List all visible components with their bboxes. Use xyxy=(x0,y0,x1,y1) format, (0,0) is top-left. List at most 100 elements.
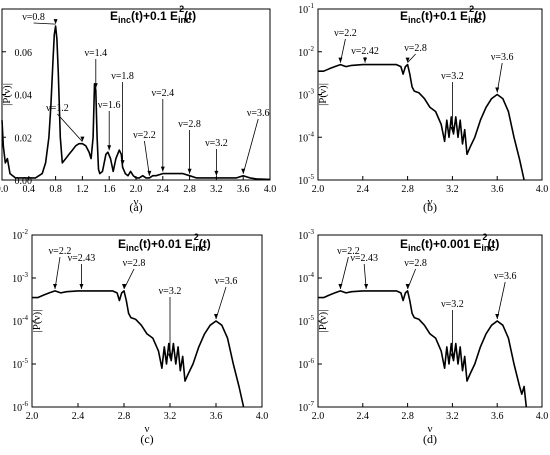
y-tick-label: 10-5 xyxy=(12,357,28,371)
annotation-label: ν=1.4 xyxy=(84,48,107,59)
panel-caption: (d) xyxy=(423,432,437,446)
annotation-arrowhead xyxy=(338,57,343,63)
annotation-arrowhead xyxy=(53,283,57,289)
panel-c: 2.0 2.4 2.8 3.2 3.6 4.0 10-2 10-3 10-4 10-5 10-6 ν=… xyxy=(12,228,268,446)
chart-title: Einc(t)+0.01 Einc2(t) xyxy=(118,232,211,253)
annotation-label: ν=3.2 xyxy=(441,299,464,310)
y-tick-label: 10-5 xyxy=(298,173,314,187)
annotation-label: ν=3.2 xyxy=(441,71,464,82)
y-tick-label: 10-5 xyxy=(298,314,314,328)
panel-a: 0.0 0.4 0.8 1.2 1.6 2.0 2.4 2.8 3.2 3.6 4.0 0.00 0.0… xyxy=(0,4,276,214)
y-axis-label: |P(ν)| xyxy=(1,83,13,106)
series-line xyxy=(318,63,525,181)
annotation-label: ν=3.6 xyxy=(247,108,270,119)
y-tick-label: 10-3 xyxy=(298,88,314,102)
x-tick-label: 2.0 xyxy=(312,184,325,195)
annotation-arrowhead xyxy=(450,353,455,359)
annotation-leader xyxy=(407,268,416,290)
annotation-leader xyxy=(407,53,416,63)
x-tick-label: 0.8 xyxy=(49,184,62,195)
panel-d: 2.0 2.4 2.8 3.2 3.6 4.0 10-3 10-4 10-5 10-6 10-7 ν=… xyxy=(298,228,548,446)
annotation-label: ν=2.8 xyxy=(178,119,201,130)
annotation-leader xyxy=(340,256,349,290)
annotation-label: ν=3.2 xyxy=(159,286,182,297)
annotation-label: ν=2.2 xyxy=(337,246,360,257)
annotation-leader xyxy=(215,286,227,320)
annotation-arrowhead xyxy=(214,314,218,319)
annotation-arrowhead xyxy=(495,314,500,319)
annotation-arrowhead xyxy=(120,160,125,166)
annotation-arrowhead xyxy=(122,283,126,289)
y-tick-label: 10-6 xyxy=(12,400,28,414)
series-line xyxy=(32,290,245,408)
y-tick-label: 0.06 xyxy=(15,48,33,59)
y-tick-label: 10-3 xyxy=(12,271,28,285)
x-axis-label: ν xyxy=(134,196,139,208)
x-tick-label: 2.4 xyxy=(157,184,170,195)
x-tick-label: 3.6 xyxy=(491,184,504,195)
annotation-arrowhead xyxy=(80,136,85,142)
annotation-label: ν=1.2 xyxy=(46,103,69,114)
annotation-arrowhead xyxy=(160,166,165,172)
axes-frame xyxy=(1,8,271,181)
x-axis-label: ν xyxy=(145,423,150,435)
x-tick-label: 3.2 xyxy=(446,184,459,195)
x-axis-label: ν xyxy=(428,196,433,208)
annotation-label: ν=2.2 xyxy=(133,130,156,141)
y-tick-label: 10-1 xyxy=(298,2,314,16)
y-tick-label: 0.00 xyxy=(15,176,33,187)
annotation-leader xyxy=(496,281,506,320)
annotation-label: ν=1.6 xyxy=(98,100,121,111)
axes-frame xyxy=(31,234,263,408)
series-line xyxy=(318,290,528,408)
y-tick-label: 10-4 xyxy=(298,130,314,144)
x-tick-label: 4.0 xyxy=(536,184,549,195)
annotation-leader xyxy=(144,140,150,176)
x-tick-label: 2.8 xyxy=(118,411,131,422)
annotation-arrowhead xyxy=(168,353,172,359)
annotation-arrowhead xyxy=(241,168,246,174)
annotation-arrowhead xyxy=(450,126,455,132)
annotation-arrowhead xyxy=(107,145,112,151)
annotation-label: ν=2.8 xyxy=(404,43,427,54)
annotation-leader xyxy=(54,256,61,290)
x-tick-label: 2.0 xyxy=(312,411,325,422)
y-tick-label: 10-2 xyxy=(12,228,28,242)
y-tick-label: 10-4 xyxy=(298,271,314,285)
annotation-arrowhead xyxy=(405,57,410,63)
x-tick-label: 4.0 xyxy=(256,411,269,422)
annotation-leader xyxy=(33,22,56,25)
annotation-arrowhead xyxy=(364,283,369,289)
x-tick-label: 2.4 xyxy=(357,411,370,422)
annotation-label: ν=2.8 xyxy=(404,258,427,269)
x-tick-label: 4.0 xyxy=(264,184,277,195)
annotation-arrowhead xyxy=(214,170,219,176)
annotation-label: ν=2.8 xyxy=(123,258,146,269)
x-tick-label: 3.2 xyxy=(210,184,223,195)
x-tick-label: 1.6 xyxy=(103,184,116,195)
annotation-arrowhead xyxy=(187,168,192,174)
series-line xyxy=(1,25,271,181)
annotation-leader xyxy=(242,118,259,174)
annotation-label: ν=1.8 xyxy=(111,71,134,82)
chart-title: Einc(t)+0.1 Einc2(t) xyxy=(400,4,486,25)
annotation-arrowhead xyxy=(79,283,84,289)
x-tick-label: 3.6 xyxy=(491,411,504,422)
annotation-arrowhead xyxy=(93,83,98,89)
annotation-label: ν=2.42 xyxy=(351,46,379,57)
annotation-arrowhead xyxy=(147,170,152,176)
annotation-label: ν=2.4 xyxy=(151,88,174,99)
y-tick-label: 10-7 xyxy=(298,400,314,414)
y-tick-label: 0.02 xyxy=(15,133,33,144)
x-tick-label: 1.2 xyxy=(76,184,89,195)
annotation-label: ν=2.2 xyxy=(334,28,357,39)
y-tick-label: 10-3 xyxy=(298,228,314,242)
x-tick-label: 3.6 xyxy=(210,411,223,422)
annotation-label: ν=3.6 xyxy=(494,271,517,282)
x-tick-label: 2.8 xyxy=(183,184,196,195)
annotation-label: ν=3.2 xyxy=(205,138,228,149)
y-axis-label: |P(ν)| xyxy=(317,83,329,106)
x-tick-label: 3.6 xyxy=(237,184,250,195)
annotation-label: ν=2.2 xyxy=(49,246,72,257)
x-tick-label: 2.8 xyxy=(401,184,414,195)
